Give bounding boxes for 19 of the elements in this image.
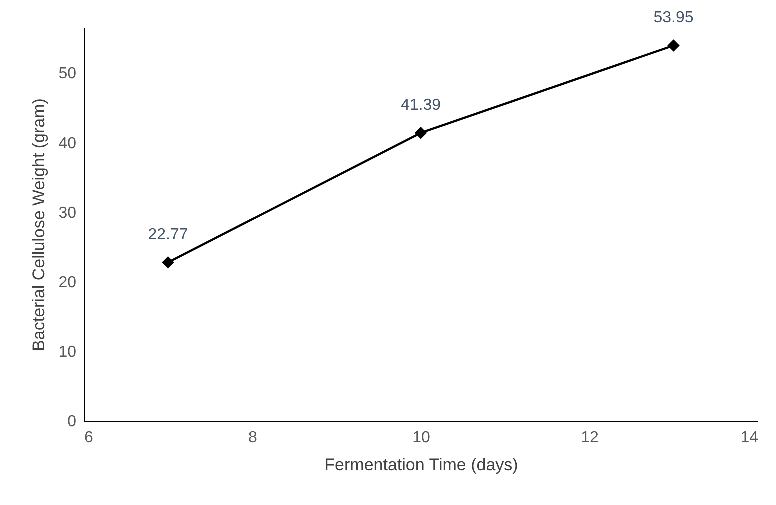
point <box>668 40 680 52</box>
x-tick-label: 10 <box>412 430 430 446</box>
data-label: 22.77 <box>148 226 188 244</box>
y-tick-label: 10 <box>58 344 77 361</box>
x-tick-label: 12 <box>581 430 599 446</box>
y-tick-label: 20 <box>58 274 77 292</box>
data-label: 53.95 <box>654 10 694 27</box>
x-tick-label: 14 <box>740 430 759 446</box>
point <box>414 126 428 140</box>
x-tick-label: 8 <box>248 430 258 446</box>
x-axis-title: Fermentation Time (days) <box>324 456 518 474</box>
y-tick-label: 30 <box>58 204 77 222</box>
y-tick-label: 40 <box>58 135 77 152</box>
point <box>162 256 174 269</box>
y-tick-label: 0 <box>68 414 77 430</box>
x-tick-label: 6 <box>84 430 94 446</box>
data-label: 41.39 <box>400 97 442 114</box>
y-tick-label: 50 <box>58 66 77 83</box>
y-axis-title: Bacterial Cellulose Weight (gram) <box>30 98 49 352</box>
